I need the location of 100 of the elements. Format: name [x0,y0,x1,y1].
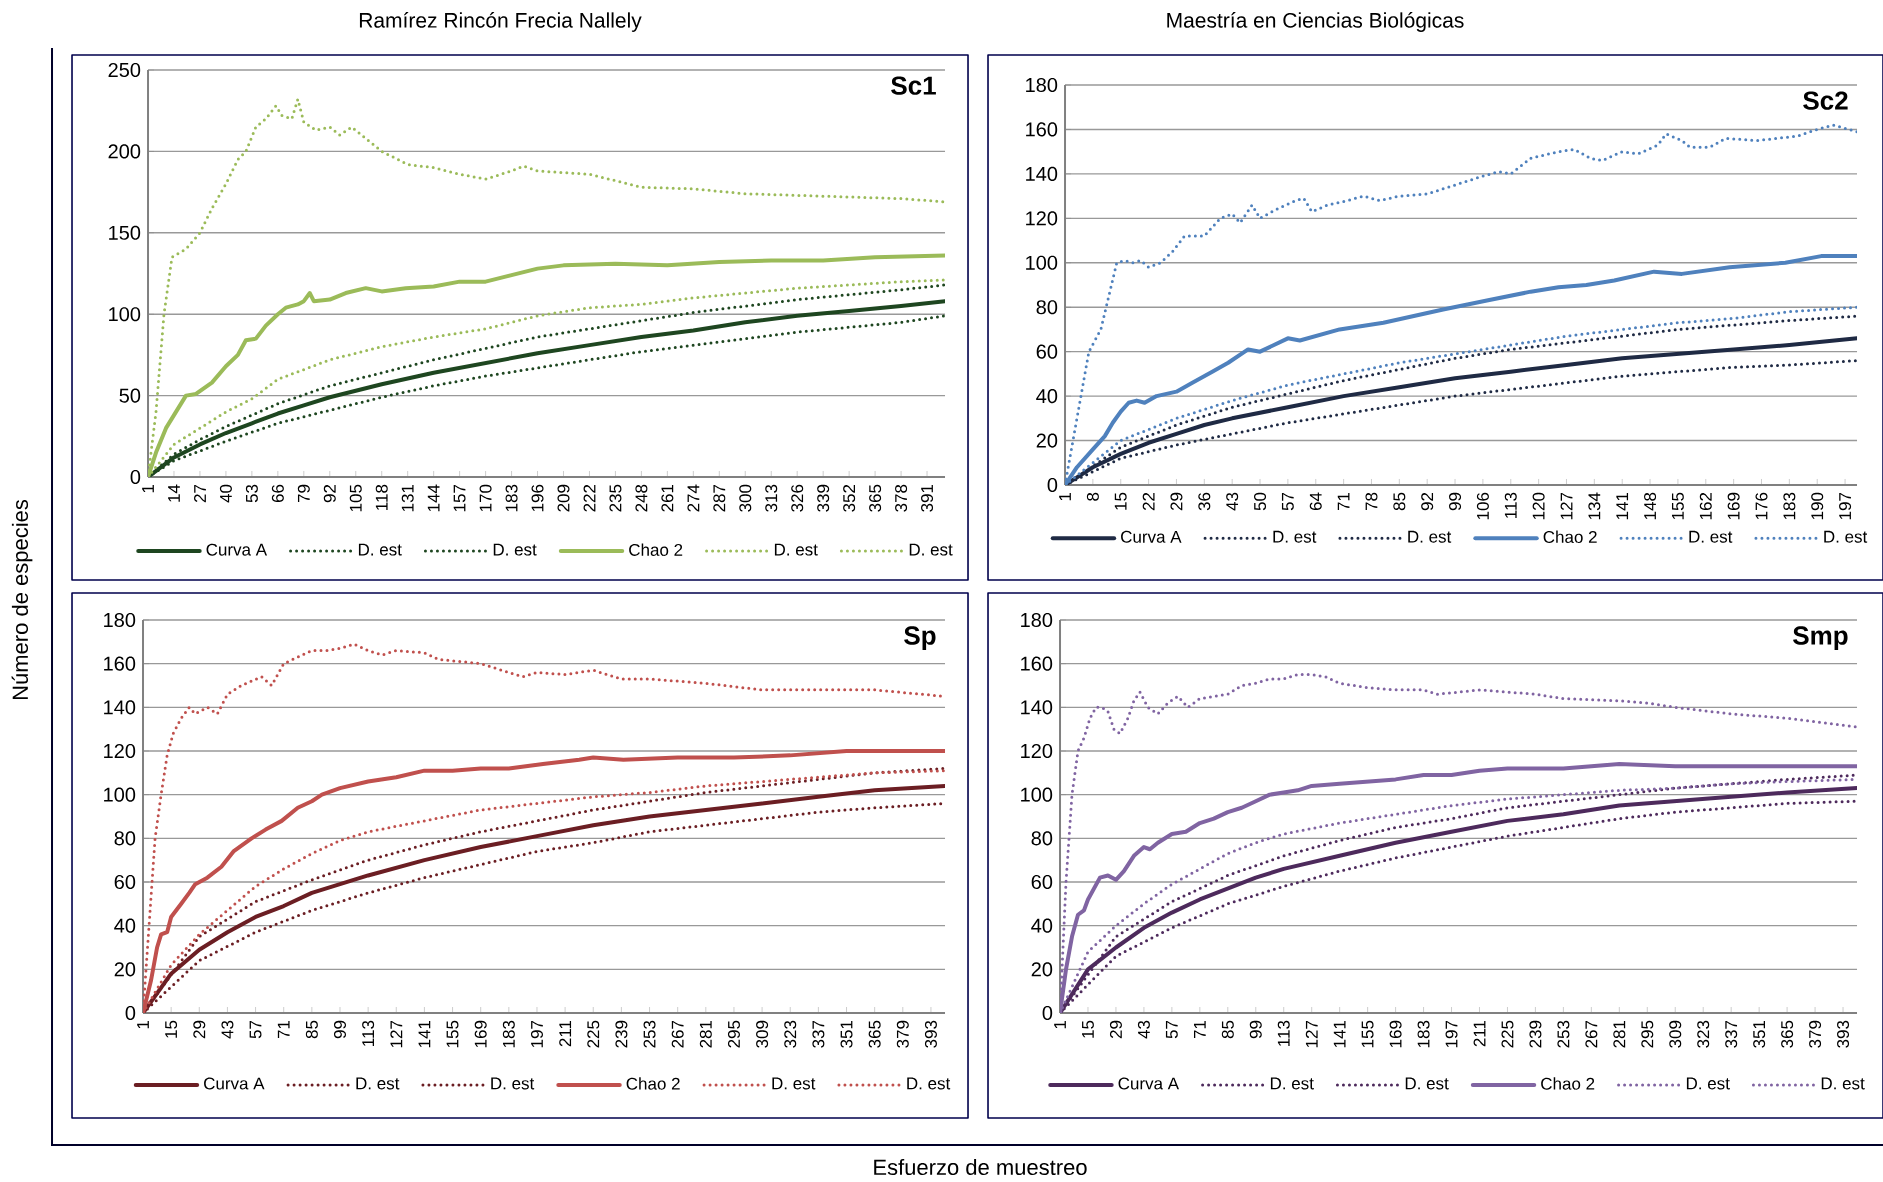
x-tick-label: 71 [277,1020,290,1039]
legend-label: Curva A [1118,1077,1180,1090]
x-tick-label: 50 [1254,492,1267,511]
legend-label: D. est [1273,530,1317,543]
x-tick-label: 1 [1059,492,1071,501]
x-tick-label: 211 [1473,1020,1486,1047]
x-tick-label: 211 [559,1020,572,1047]
x-tick-label: 323 [784,1020,797,1048]
y-tick-label: 160 [1021,656,1053,671]
x-tick-label: 53 [245,484,258,503]
y-tick-label: 0 [125,1005,136,1021]
y-tick-label: 50 [119,388,141,403]
y-tick-label: 80 [1031,831,1053,846]
x-tick-label: 99 [1249,1020,1262,1039]
x-tick-label: 379 [1809,1020,1822,1048]
x-tick-label: 170 [479,484,492,512]
x-tick-label: 222 [583,484,596,512]
x-tick-label: 134 [1588,492,1601,520]
x-tick-label: 157 [453,484,466,512]
x-tick-label: 393 [924,1020,937,1048]
x-tick-label: 8 [1086,492,1099,501]
y-tick-label: 180 [1021,612,1053,628]
x-tick-label: 365 [869,484,882,512]
legend-label: D. est [909,543,953,556]
y-tick-label: 100 [109,307,141,322]
legend-label: D. est [356,1077,400,1090]
x-tick-label: 105 [349,484,362,512]
x-tick-label: 183 [502,1020,515,1048]
legend-label: Curva A [204,1077,265,1090]
legend-label: D. est [1408,530,1452,543]
x-tick-label: 253 [643,1020,656,1048]
x-tick-label: 339 [817,484,830,512]
x-tick-label: 1 [137,1020,149,1029]
legend-label: D. est [358,543,402,556]
x-tick-label: 295 [727,1020,740,1048]
x-tick-label: 274 [687,484,700,512]
x-tick-label: 248 [635,484,648,512]
x-tick-label: 1 [142,484,154,493]
y-tick-label: 0 [130,469,141,485]
y-tick-label: 140 [1026,166,1058,181]
y-tick-label: 120 [1021,743,1053,759]
x-tick-label: 71 [1337,492,1350,511]
y-tick-label: 60 [1031,874,1053,890]
x-tick-label: 235 [609,484,622,512]
x-tick-label: 85 [1393,492,1406,511]
x-tick-label: 300 [739,484,752,512]
x-tick-label: 183 [1417,1020,1430,1048]
x-tick-label: 106 [1476,492,1489,520]
x-tick-label: 78 [1365,492,1378,511]
x-tick-label: 43 [221,1020,234,1039]
y-tick-label: 0 [1042,1005,1053,1021]
y-tick-label: 100 [1021,787,1053,802]
x-tick-label: 29 [1170,492,1183,511]
x-tick-label: 326 [791,484,804,512]
legend-label: D. est [774,543,818,556]
x-tick-label: 57 [1281,492,1294,511]
x-tick-label: 57 [1165,1020,1178,1039]
x-tick-label: 239 [1529,1020,1542,1048]
x-tick-label: 99 [1449,492,1462,511]
x-tick-label: 253 [1557,1020,1570,1048]
y-tick-label: 100 [104,787,136,802]
x-tick-label: 365 [868,1020,881,1048]
x-tick-label: 393 [1837,1020,1850,1048]
y-tick-label: 40 [114,918,136,933]
legend-label: Chao 2 [1541,1077,1595,1090]
x-tick-label: 66 [271,484,284,503]
y-tick-label: 200 [108,144,141,159]
legend-label: D. est [1686,1077,1730,1090]
x-tick-label: 15 [1082,1020,1094,1038]
x-tick-label: 169 [474,1020,487,1048]
x-tick-label: 309 [1669,1020,1682,1048]
x-tick-label: 225 [1501,1020,1514,1048]
x-tick-label: 127 [1305,1020,1318,1048]
x-tick-label: 131 [401,484,414,512]
y-tick-label: 160 [104,656,136,671]
y-tick-label: 20 [114,962,136,977]
y-tick-label: 150 [109,225,141,240]
x-tick-label: 15 [1114,492,1127,510]
legend-label: D. est [1824,530,1868,543]
x-tick-label: 79 [297,484,310,503]
x-tick-label: 64 [1309,492,1322,511]
y-tick-label: 120 [104,743,136,759]
x-tick-label: 309 [756,1020,769,1048]
x-tick-label: 113 [1277,1020,1290,1046]
x-tick-label: 365 [1781,1020,1794,1048]
x-tick-label: 267 [671,1020,684,1048]
x-tick-label: 196 [531,484,544,512]
x-tick-label: 352 [843,484,856,512]
chart-title: Smp [1793,626,1848,650]
x-tick-label: 337 [1725,1020,1738,1048]
x-tick-label: 155 [1671,492,1684,520]
x-tick-label: 71 [1193,1020,1206,1039]
x-tick-label: 169 [1727,492,1740,520]
y-tick-label: 100 [1026,255,1058,270]
legend-label: D. est [1689,530,1733,543]
x-tick-label: 1 [1054,1020,1066,1029]
x-tick-label: 351 [1753,1020,1766,1048]
x-axis-title: Esfuerzo de muestreo [874,1158,1087,1176]
x-tick-label: 118 [375,484,388,510]
legend-label: D. est [491,1077,535,1090]
